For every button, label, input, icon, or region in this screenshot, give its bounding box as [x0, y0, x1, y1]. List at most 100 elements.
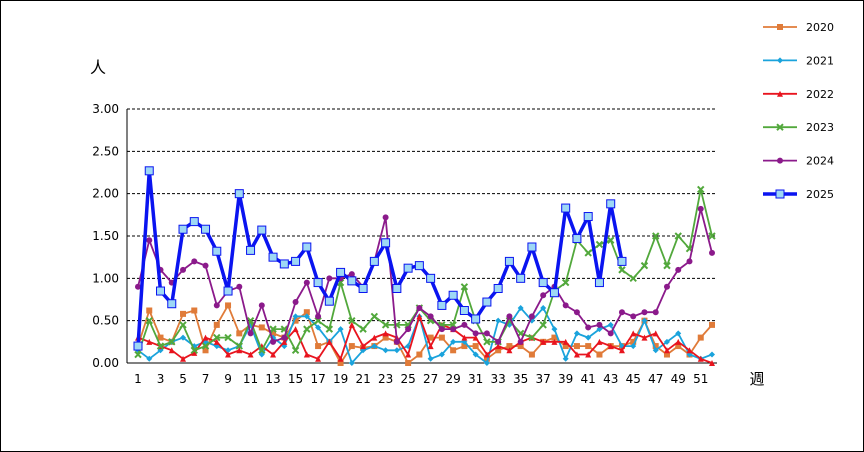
data-point-2024 [236, 283, 243, 290]
x-tick-label: 21 [355, 372, 370, 386]
data-point-2020 [180, 310, 187, 317]
data-point-2025 [212, 246, 222, 256]
data-point-2023 [190, 346, 198, 355]
data-point-2022 [630, 330, 637, 337]
data-point-2023 [539, 321, 547, 329]
x-tick-label: 45 [626, 372, 641, 386]
data-point-2020 [450, 347, 457, 354]
x-axis-title: 週 [749, 370, 764, 388]
x-tick-label: 39 [558, 372, 573, 386]
data-point-2023 [291, 346, 300, 355]
data-point-2023 [584, 249, 592, 257]
x-tick-label: 23 [378, 372, 393, 386]
data-point-2024 [303, 279, 310, 286]
x-tick-label: 37 [536, 372, 551, 386]
data-point-2021 [315, 324, 322, 331]
data-point-2020 [146, 307, 153, 314]
data-point-2021 [450, 338, 457, 345]
data-point-2023 [381, 321, 390, 329]
data-point-2024 [663, 283, 670, 290]
data-point-2025 [392, 283, 402, 293]
data-point-2021 [303, 313, 310, 320]
data-point-2022 [686, 347, 693, 354]
data-point-2022 [247, 351, 254, 358]
data-point-2024 [709, 249, 715, 256]
data-point-2024 [180, 266, 187, 273]
data-point-2023 [303, 325, 311, 333]
data-point-2022 [416, 313, 423, 320]
data-point-2024 [528, 313, 535, 320]
data-point-2025 [302, 242, 312, 252]
data-point-2023 [370, 312, 379, 321]
data-point-2020 [213, 321, 220, 328]
data-point-2022 [270, 351, 277, 358]
data-point-2022 [607, 343, 614, 350]
data-point-2022 [202, 334, 209, 341]
data-point-2025 [234, 189, 244, 199]
data-point-2020 [157, 334, 164, 341]
data-point-2023 [483, 338, 491, 346]
data-point-2023 [561, 278, 570, 287]
data-point-2025 [426, 273, 436, 283]
data-point-2025 [482, 297, 492, 307]
data-point-2024 [202, 262, 209, 269]
data-point-2020 [663, 351, 670, 358]
data-point-2022 [675, 338, 682, 345]
data-point-2022 [315, 355, 322, 362]
data-point-2021 [562, 355, 569, 362]
data-point-2024 [393, 338, 400, 345]
x-tick-label: 41 [581, 372, 596, 386]
x-tick-label: 19 [333, 372, 348, 386]
data-point-2020 [483, 355, 490, 362]
data-point-2022 [371, 334, 378, 341]
data-point-2021 [517, 304, 524, 311]
data-point-2022 [585, 351, 592, 358]
data-point-2025 [369, 256, 379, 266]
data-point-2025 [167, 299, 177, 309]
data-point-2022 [472, 334, 479, 341]
data-point-2025 [437, 300, 447, 310]
data-point-2022 [405, 351, 412, 358]
data-point-2022 [146, 338, 153, 345]
data-point-2025 [336, 267, 346, 277]
x-tick-label: 35 [513, 372, 528, 386]
data-point-2020 [709, 321, 715, 328]
data-point-2025 [324, 296, 334, 306]
data-point-2022 [641, 334, 648, 341]
data-point-2021 [337, 326, 344, 333]
data-point-2022 [709, 360, 715, 366]
data-point-2022 [213, 338, 220, 345]
data-point-2022 [427, 343, 434, 350]
data-point-2025 [358, 283, 368, 293]
data-point-2025 [201, 224, 211, 234]
data-point-2022 [540, 338, 547, 345]
y-tick-label: 2.00 [92, 187, 119, 201]
data-point-2021 [709, 351, 715, 358]
data-point-2024 [495, 338, 502, 345]
legend-label-2025: 2025 [806, 188, 834, 201]
data-point-2024 [697, 205, 704, 212]
data-point-2021 [663, 338, 670, 345]
data-point-2020 [573, 343, 580, 350]
data-point-2025 [594, 278, 604, 288]
data-point-2022 [495, 343, 502, 350]
data-point-2023 [235, 342, 244, 350]
data-point-2024 [427, 313, 434, 320]
series-line-2021 [137, 307, 713, 364]
data-point-2024 [562, 302, 569, 309]
data-point-2023 [224, 333, 232, 342]
x-tick-label: 3 [157, 372, 165, 386]
data-point-2024 [517, 338, 524, 345]
data-point-2022 [236, 347, 243, 354]
x-tick-label: 7 [202, 372, 210, 386]
data-point-2025 [381, 238, 391, 248]
data-point-2025 [583, 212, 593, 222]
data-point-2022 [663, 347, 670, 354]
data-point-2023 [652, 232, 660, 240]
data-point-2023 [348, 316, 356, 325]
x-tick-label: 33 [491, 372, 506, 386]
data-point-2020 [225, 302, 232, 309]
data-point-2022 [225, 351, 232, 358]
data-point-2022 [652, 330, 659, 337]
data-point-2023 [640, 261, 649, 270]
